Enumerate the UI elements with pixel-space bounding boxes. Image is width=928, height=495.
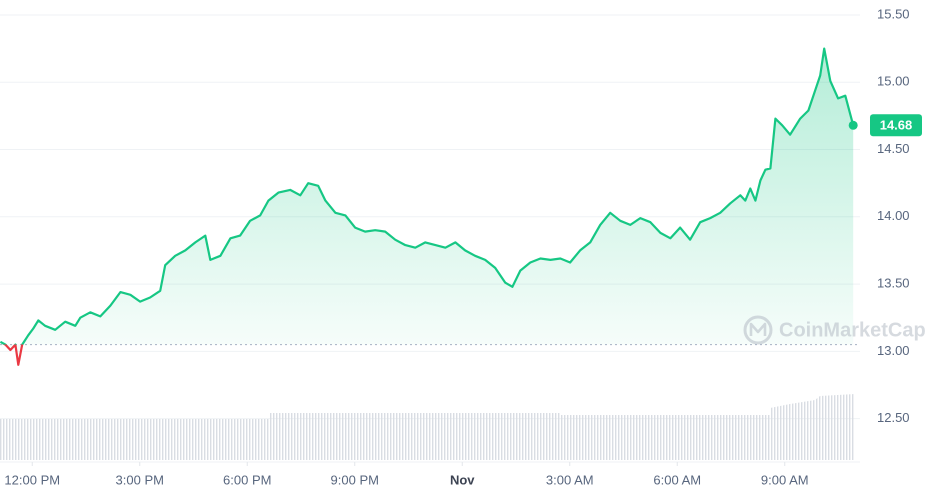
price-tag: [870, 114, 922, 137]
y-tick-label: 12.50: [877, 410, 910, 425]
x-tick-label: 12:00 PM: [4, 472, 60, 487]
y-tick-label: 14.00: [877, 208, 910, 223]
x-tick-label: Nov: [450, 472, 475, 487]
y-tick-label: 15.00: [877, 74, 910, 89]
x-tick-label: 3:00 PM: [116, 472, 164, 487]
axes: 15.50 15.00 14.50 14.00 13.50 13.00 12.50 12:00…: [0, 6, 922, 487]
price-tag-label: 14.68: [880, 118, 913, 133]
x-tick-label: 6:00 PM: [223, 472, 271, 487]
y-tick-label: 13.50: [877, 276, 910, 291]
watermark: CoinMarketCap: [743, 315, 926, 345]
x-tick-label: 9:00 AM: [761, 472, 809, 487]
plot: [0, 47, 860, 366]
x-tick-label: 3:00 AM: [546, 472, 594, 487]
watermark-text: CoinMarketCap: [779, 319, 926, 341]
y-tick-label: 15.50: [877, 6, 910, 21]
y-tick-label: 14.50: [877, 141, 910, 156]
price-area: [0, 48, 854, 365]
price-line: [0, 47, 855, 366]
x-tick-label: 6:00 AM: [653, 472, 701, 487]
volume-bars: [0, 394, 855, 460]
last-point: [848, 120, 858, 130]
x-tick-label: 9:00 PM: [331, 472, 379, 487]
y-tick-label: 13.00: [877, 343, 910, 358]
